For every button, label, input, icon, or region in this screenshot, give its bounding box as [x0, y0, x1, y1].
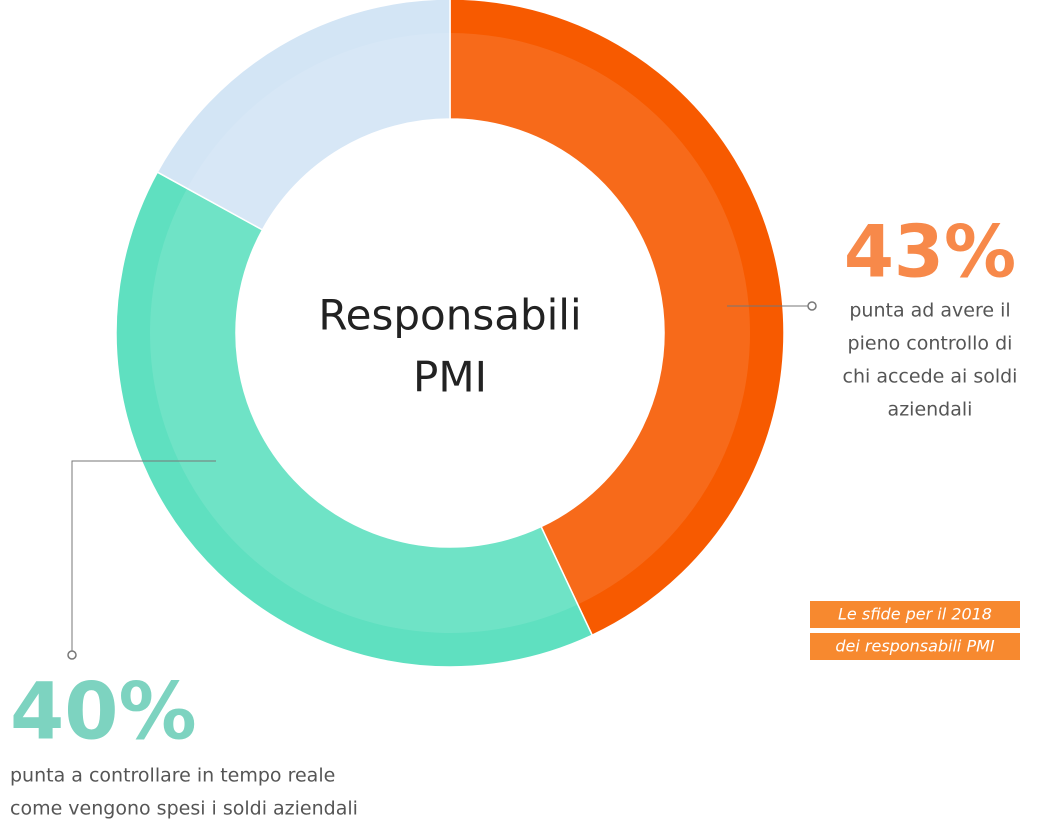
- badge-bg: [810, 633, 1020, 660]
- description: aziendali: [888, 399, 973, 421]
- badge-text: dei responsabili PMI: [835, 637, 995, 656]
- center-label: PMI: [413, 353, 487, 402]
- badge-text: Le sfide per il 2018: [838, 605, 992, 624]
- donut-segment: [449, 0, 785, 637]
- donut-segment: [115, 171, 594, 668]
- description: punta ad avere il: [849, 300, 1010, 322]
- leader-dot: [807, 301, 817, 311]
- value-label: 43%: [844, 210, 1016, 294]
- badge-bg: [810, 601, 1020, 628]
- segment-inner-band: [187, 33, 450, 230]
- description: come vengono spesi i soldi aziendali: [10, 798, 358, 820]
- description: punta a controllare in tempo reale: [10, 765, 335, 787]
- value-label: 40%: [10, 667, 197, 757]
- leader-line: [71, 460, 216, 651]
- donut-segment: [156, 0, 451, 231]
- center-label: Responsabili: [318, 291, 581, 340]
- description: chi accede ai soldi: [843, 366, 1018, 388]
- leader-dot: [67, 650, 77, 660]
- description: pieno controllo di: [848, 333, 1013, 355]
- segment-inner-band: [450, 33, 751, 605]
- segment-inner-band: [149, 188, 578, 634]
